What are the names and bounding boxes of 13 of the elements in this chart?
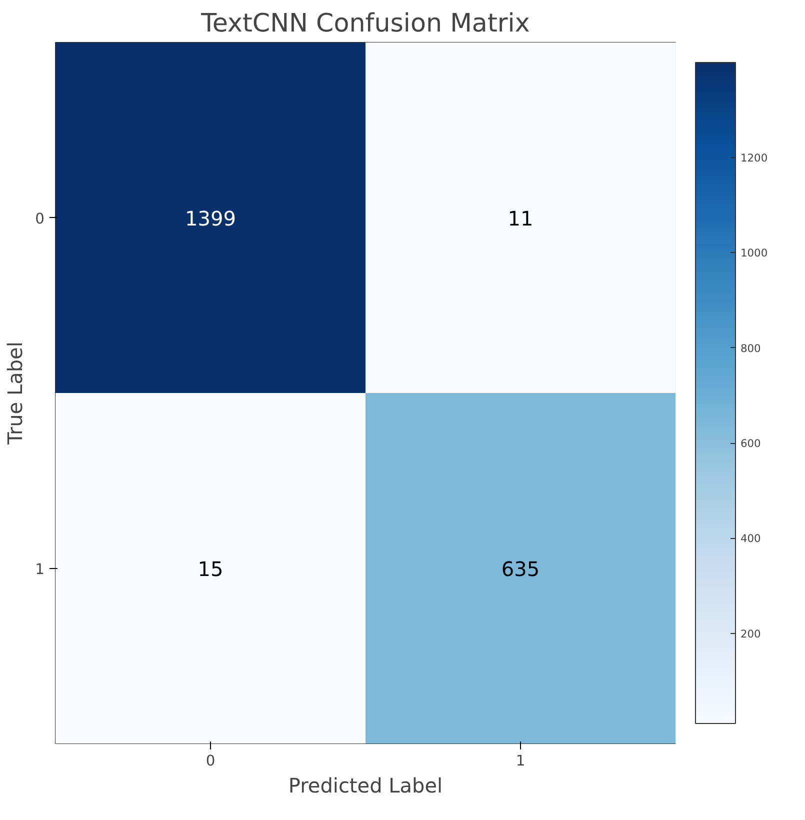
data-label: 11 <box>508 206 534 230</box>
y-axis-title: True Label <box>3 342 28 446</box>
x-axis-title: Predicted Label <box>288 774 443 798</box>
color-bar-label: 1000 <box>740 246 768 260</box>
data-label: 1399 <box>185 206 236 230</box>
color-bar-label: 800 <box>740 342 762 355</box>
data-label: 635 <box>501 556 540 581</box>
chart-title: TextCNN Confusion Matrix <box>200 8 530 38</box>
color-bar-label: 200 <box>740 627 762 640</box>
color-bar-label: 600 <box>740 437 762 450</box>
color-bar-label: 400 <box>740 532 762 546</box>
color-bar-label: 1200 <box>740 151 768 164</box>
data-label: 15 <box>198 556 224 581</box>
